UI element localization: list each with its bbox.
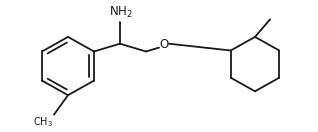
Text: NH$_2$: NH$_2$ [109, 5, 133, 20]
Text: O: O [159, 38, 169, 51]
Text: CH$_3$: CH$_3$ [33, 116, 53, 129]
